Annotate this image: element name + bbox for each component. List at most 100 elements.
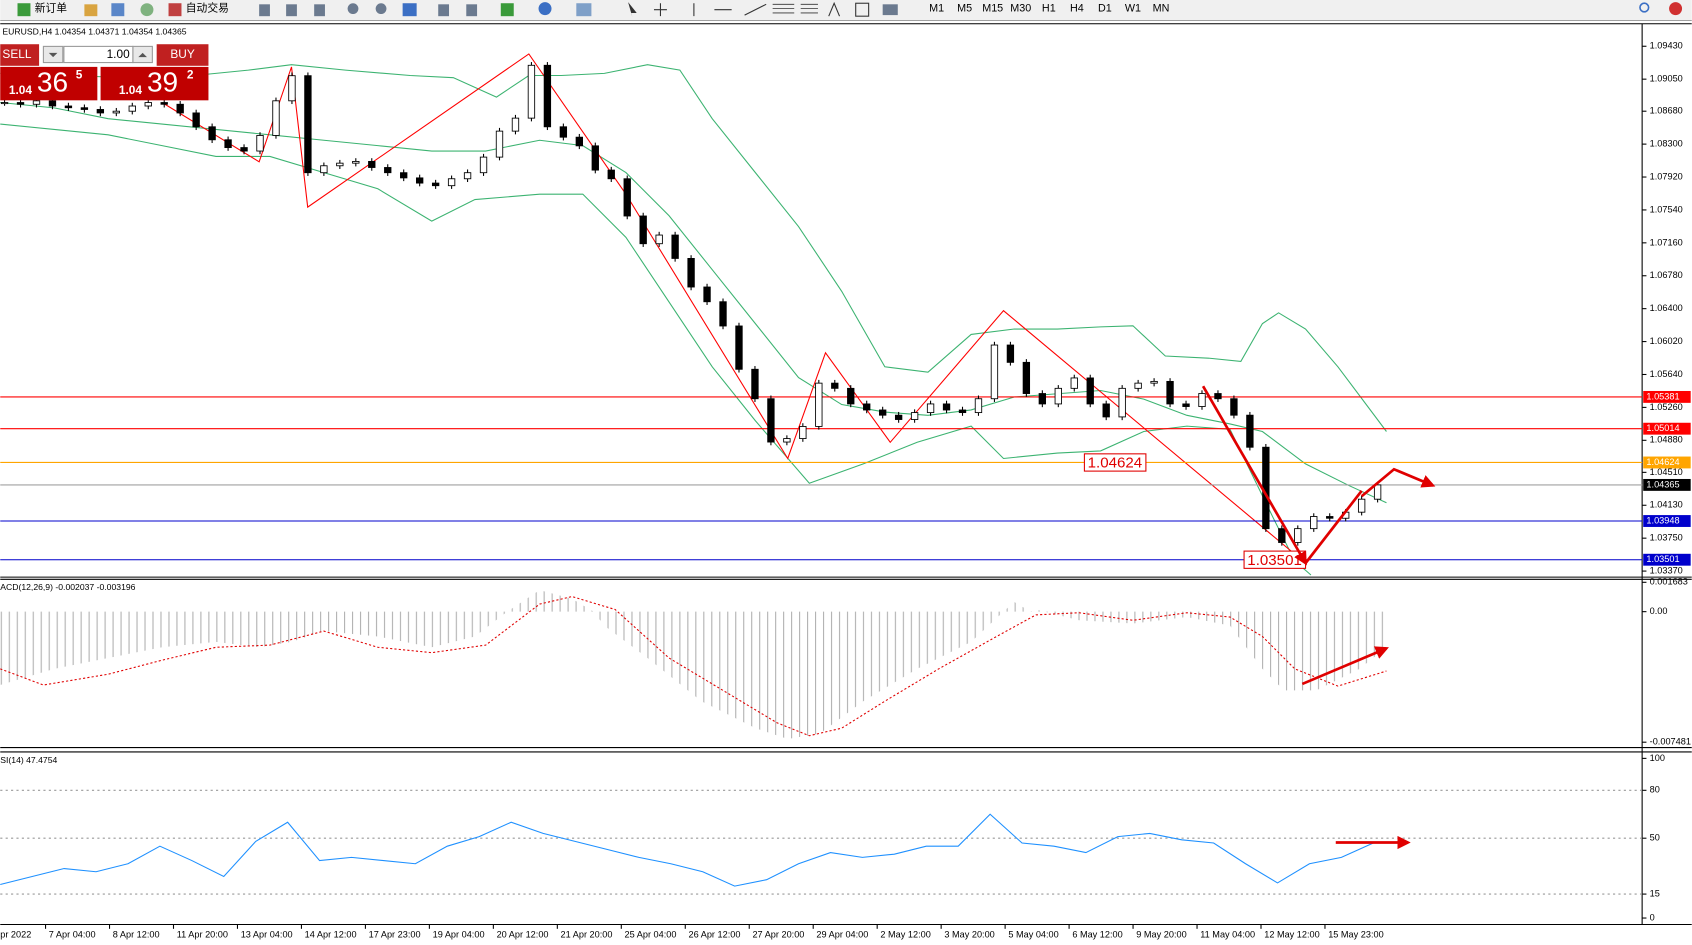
candle — [64, 105, 73, 109]
macd-histogram — [0, 590, 1387, 739]
lot-value[interactable]: 1.00 — [107, 47, 130, 61]
y-tick-label: 100 — [1650, 753, 1665, 763]
icon[interactable] — [259, 4, 270, 17]
icon[interactable] — [438, 4, 450, 17]
candle — [1357, 498, 1366, 513]
candle — [703, 286, 711, 303]
trade-panel: SELL 1.00 BUY 1.04 36 5 1.04 39 2 — [0, 44, 209, 101]
bid-box[interactable] — [0, 66, 98, 101]
candle — [128, 105, 136, 112]
bid-big: 1.04 — [9, 83, 32, 97]
icon[interactable] — [347, 3, 359, 15]
icon[interactable] — [828, 1, 841, 17]
timeframe-button[interactable]: MN — [1153, 2, 1170, 14]
timeframe-button[interactable]: H1 — [1042, 2, 1056, 14]
arrow-forecast — [1360, 467, 1436, 498]
timeframe-button[interactable]: M30 — [1010, 2, 1031, 14]
candle — [1006, 344, 1015, 363]
candle — [112, 110, 120, 114]
icon[interactable] — [402, 3, 417, 17]
icon[interactable] — [693, 3, 732, 17]
level-price-box — [1643, 515, 1691, 527]
icon[interactable] — [84, 4, 98, 17]
icon[interactable] — [286, 4, 297, 17]
rsi-line — [0, 813, 1374, 887]
auto-trading-icon[interactable] — [168, 3, 182, 17]
sell-button[interactable] — [0, 44, 40, 66]
indicator-title: ACD(12,26,9) -0.002037 -0.003196 — [0, 582, 135, 592]
band-lower — [0, 123, 1312, 576]
timeframe-button[interactable]: D1 — [1098, 2, 1112, 14]
candle — [479, 156, 488, 174]
band-upper — [0, 64, 1387, 432]
y-tick-label: 1.06780 — [1650, 270, 1683, 280]
icon[interactable] — [500, 3, 514, 17]
candle — [320, 165, 328, 174]
ask-box[interactable] — [100, 66, 209, 101]
icon[interactable] — [375, 3, 387, 15]
candle — [192, 112, 200, 128]
candle — [463, 172, 472, 180]
candle — [272, 100, 280, 136]
candle — [879, 409, 887, 416]
candle — [32, 100, 41, 105]
y-tick-label: 1.07920 — [1650, 171, 1683, 181]
candle — [926, 403, 935, 414]
buy-button[interactable] — [156, 44, 209, 66]
icon[interactable] — [628, 2, 637, 18]
auto-trading-button[interactable]: 自动交易 — [186, 1, 229, 14]
icon[interactable] — [772, 3, 795, 14]
candle — [176, 103, 184, 114]
y-tick-label: 1.06400 — [1650, 303, 1683, 313]
candle — [591, 145, 599, 171]
icon[interactable] — [855, 2, 870, 17]
alert-icon[interactable] — [1669, 2, 1683, 16]
icon[interactable] — [314, 4, 325, 17]
candle — [1198, 393, 1206, 407]
icon[interactable] — [111, 3, 125, 17]
icon[interactable] — [882, 4, 898, 16]
time-label: 11 Apr 20:00 — [177, 930, 228, 940]
candle — [240, 147, 248, 152]
timeframe-button[interactable]: M15 — [982, 2, 1003, 14]
candle — [1150, 380, 1158, 384]
icon[interactable] — [653, 3, 667, 17]
timeframe-button[interactable]: W1 — [1125, 2, 1141, 14]
candle — [958, 409, 967, 414]
new-order-button[interactable]: 新订单 — [35, 1, 68, 14]
candle — [1086, 377, 1094, 405]
buy-label[interactable]: BUY — [170, 47, 194, 61]
y-tick-label: 50 — [1650, 833, 1660, 843]
timeframe-button[interactable]: M1 — [929, 2, 944, 14]
candle — [1278, 528, 1286, 543]
candle — [288, 75, 296, 102]
indicator-title: SI(14) 47.4754 — [0, 755, 57, 765]
candle — [974, 398, 983, 414]
band-middle — [0, 101, 1387, 504]
icon[interactable] — [800, 3, 818, 14]
y-tick-label: 0 — [1650, 912, 1655, 922]
candle — [1373, 484, 1382, 500]
candle — [16, 102, 25, 105]
icon[interactable] — [744, 3, 767, 16]
y-tick-label: 15 — [1650, 889, 1660, 899]
new-order-icon[interactable] — [17, 3, 31, 17]
level-price-box — [1643, 390, 1691, 403]
timeframe-button[interactable]: M5 — [957, 2, 972, 14]
icon[interactable] — [466, 4, 478, 17]
y-tick-label: 1.06020 — [1650, 336, 1683, 346]
candle — [1214, 393, 1222, 400]
candle — [48, 100, 57, 107]
search-icon[interactable] — [1639, 2, 1650, 13]
candle — [990, 344, 999, 400]
level-price-label: 1.04365 — [1646, 479, 1679, 489]
candle — [639, 215, 647, 245]
timeframe-button[interactable]: H4 — [1070, 2, 1084, 14]
icon[interactable] — [576, 3, 592, 17]
icon[interactable] — [538, 2, 552, 16]
sell-label[interactable]: SELL — [2, 47, 31, 61]
candle — [687, 258, 695, 288]
candle — [783, 438, 791, 443]
icon[interactable] — [140, 3, 154, 17]
